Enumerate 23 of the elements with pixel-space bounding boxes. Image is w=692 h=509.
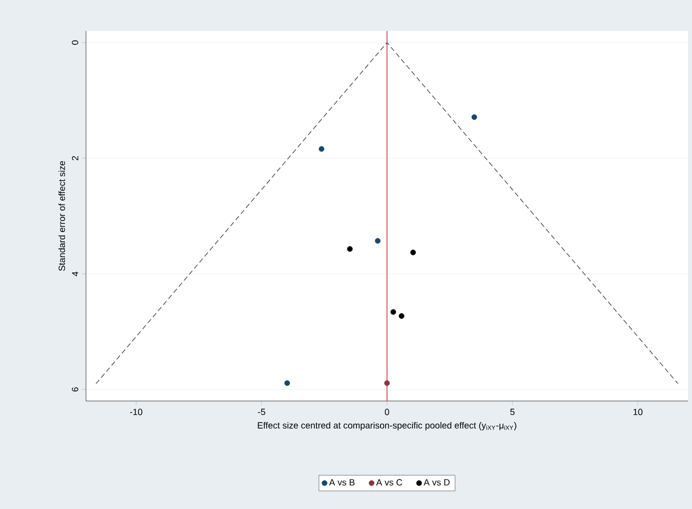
x-tick-label: 5 — [510, 408, 515, 416]
legend-label: A vs C — [376, 479, 402, 486]
point — [472, 114, 478, 120]
legend-label: A vs D — [424, 479, 450, 486]
y-tick-label: 0 — [72, 40, 78, 45]
x-tick-label: 0 — [384, 408, 390, 416]
y-tick-label: 4 — [72, 272, 78, 276]
legend-label: A vs B — [329, 479, 355, 486]
y-tick-label: 6 — [72, 387, 78, 392]
point — [284, 380, 290, 386]
point — [347, 246, 353, 252]
point — [410, 250, 416, 256]
x-tick-label: -10 — [130, 408, 142, 416]
point — [374, 238, 381, 244]
y-tick-label: 2 — [72, 156, 78, 160]
point — [318, 146, 324, 152]
point — [390, 309, 396, 315]
point — [398, 313, 404, 319]
x-tick-label: -5 — [258, 408, 266, 416]
x-axis-title: Effect size centred at comparison-specific pooled effect (y$_{iXY}$-μ$_{iXY}$) — [258, 422, 516, 430]
x-tick-label: 10 — [634, 408, 642, 416]
y-axis-title: Standard error of effect size — [58, 161, 66, 271]
point — [384, 380, 390, 386]
